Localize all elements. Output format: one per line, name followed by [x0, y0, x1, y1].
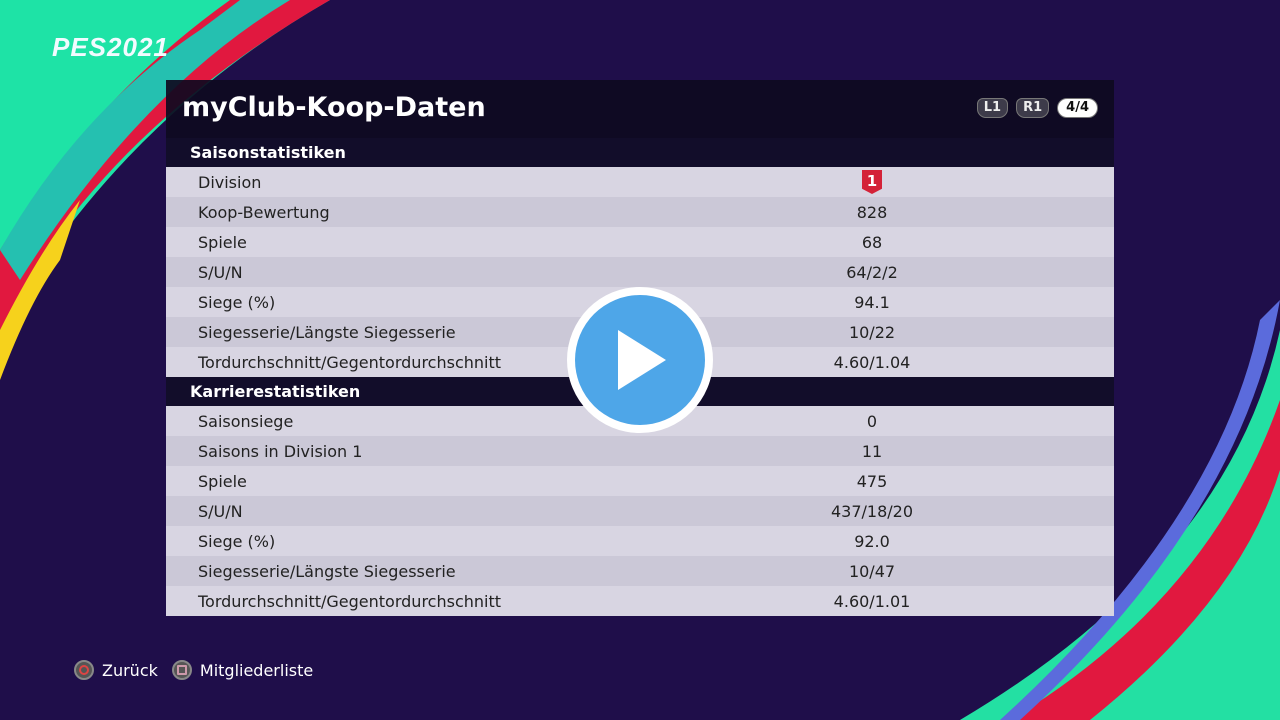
division-badge: 1	[862, 170, 882, 194]
stat-label: Koop-Bewertung	[198, 202, 330, 222]
stat-label: Siegesserie/Längste Siegesserie	[198, 561, 456, 581]
stat-value: 4.60/1.01	[833, 591, 911, 611]
stat-label: S/U/N	[198, 262, 243, 282]
stat-label: Saisons in Division 1	[198, 441, 363, 461]
stat-value: 94.1	[854, 292, 890, 312]
stat-label: Tordurchschnitt/Gegentordurchschnitt	[198, 591, 502, 611]
coop-data-panel: myClub-Koop-Daten L1 R1 4/4 Saisonstatis…	[166, 80, 1114, 616]
title-bar: myClub-Koop-Daten L1 R1 4/4	[166, 80, 1114, 138]
stat-value: 11	[861, 441, 883, 461]
r1-button[interactable]: R1	[1016, 98, 1050, 118]
season-stats-list: Division 1 Koop-Bewertung 828 Spiele 68 S/U/N 6…	[166, 167, 1114, 377]
stat-row: Saisons in Division 1 11	[166, 436, 1114, 466]
stat-label: Siege (%)	[198, 292, 276, 312]
play-button[interactable]	[567, 287, 713, 433]
stat-value: 4.60/1.04	[833, 352, 911, 372]
stat-row: S/U/N 437/18/20	[166, 496, 1114, 526]
stat-label: S/U/N	[198, 501, 243, 521]
stat-value: 92.0	[854, 531, 890, 551]
career-stats-list: Saisonsiege 0 Saisons in Division 1 11 Spiel…	[166, 406, 1114, 616]
pes2021-logo: PES2021	[52, 32, 169, 62]
stat-label: Tordurchschnitt/Gegentordurchschnitt	[198, 352, 502, 372]
stat-row: Tordurchschnitt/Gegentordurchschnitt 4.60…	[166, 586, 1114, 616]
stat-row: Spiele 475	[166, 466, 1114, 496]
square-button-icon[interactable]	[171, 660, 192, 680]
page-indicator: 4/4	[1057, 98, 1098, 118]
stat-value: 828	[856, 202, 888, 222]
stat-label: Division	[198, 172, 262, 192]
stat-row: Division 1	[166, 167, 1114, 197]
back-label[interactable]: Zurück	[102, 660, 158, 680]
stat-label: Siegesserie/Längste Siegesserie	[198, 322, 456, 342]
stat-value: 475	[856, 471, 888, 491]
play-icon	[618, 330, 666, 390]
page-title: myClub-Koop-Daten	[182, 92, 486, 123]
stat-row: S/U/N 64/2/2	[166, 257, 1114, 287]
stat-label: Spiele	[198, 471, 247, 491]
stat-value: 1	[826, 170, 918, 194]
stat-row: Tordurchschnitt/Gegentordurchschnitt 4.60…	[166, 347, 1114, 377]
circle-button-icon[interactable]	[74, 660, 94, 680]
stat-row: Siege (%) 92.0	[166, 526, 1114, 556]
stat-value: 64/2/2	[846, 262, 898, 282]
l1-button[interactable]: L1	[976, 98, 1009, 118]
stat-value: 10/47	[848, 561, 896, 581]
stat-label: Siege (%)	[198, 531, 276, 551]
member-list-label[interactable]: Mitgliederliste	[199, 660, 314, 680]
footer-controls: Zurück Mitgliederliste	[74, 660, 313, 680]
stat-row: Koop-Bewertung 828	[166, 197, 1114, 227]
stat-value: 0	[866, 411, 878, 431]
season-stats-header: Saisonstatistiken	[166, 138, 1114, 167]
stat-row: Siegesserie/Längste Siegesserie 10/47	[166, 556, 1114, 586]
stat-row: Spiele 68	[166, 227, 1114, 257]
stat-value: 10/22	[848, 322, 896, 342]
stat-label: Saisonsiege	[198, 411, 294, 431]
stat-value: 437/18/20	[830, 501, 914, 521]
stat-value: 68	[861, 232, 883, 252]
stat-label: Spiele	[198, 232, 247, 252]
